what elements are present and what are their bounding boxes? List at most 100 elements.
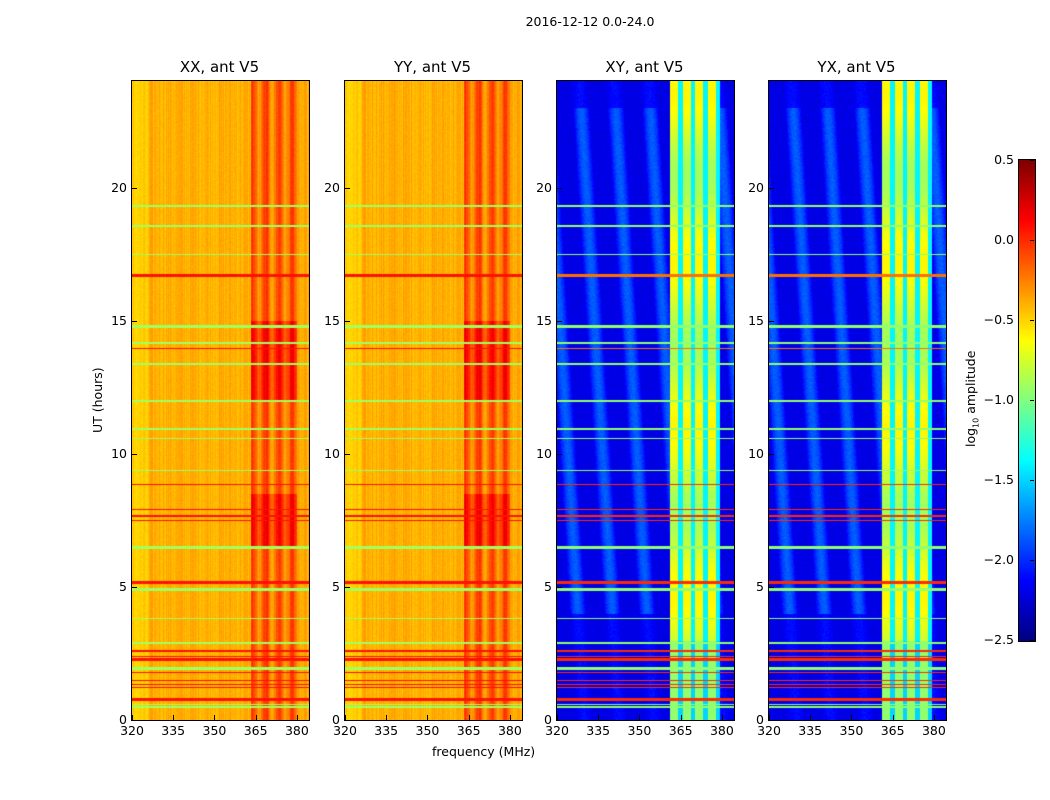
x-tick-mark (468, 715, 470, 720)
x-tick-label: 380 (284, 723, 309, 738)
x-tick-label: 380 (921, 723, 946, 738)
y-tick-label: 10 (536, 445, 552, 461)
x-tick-mark (509, 715, 511, 720)
y-tick-label: 0 (332, 712, 340, 727)
y-tick-label: 20 (324, 179, 340, 195)
colorbar-label-rest: amplitude (963, 350, 978, 418)
y-tick-label: 20 (748, 179, 764, 195)
x-tick-mark (810, 715, 812, 720)
colorbar-tick-mark (1030, 320, 1034, 321)
y-tick-mark (132, 720, 137, 721)
y-tick-label: 5 (119, 578, 127, 594)
colorbar-tick-mark (1030, 160, 1034, 161)
x-tick-label: 350 (839, 723, 864, 738)
colorbar-tick-label: 0.0 (994, 232, 1014, 247)
y-tick-label: 10 (748, 445, 764, 461)
x-tick-label: 380 (709, 723, 734, 738)
y-tick-label: 20 (111, 179, 127, 195)
y-tick-mark (345, 320, 350, 322)
colorbar-label-sub: 10 (971, 417, 981, 428)
x-tick-label: 335 (586, 723, 611, 738)
y-tick-mark (769, 320, 774, 322)
x-tick-label: 320 (545, 723, 569, 738)
heatmap-yy (345, 81, 522, 720)
y-tick-mark (557, 453, 562, 455)
x-tick-mark (296, 715, 298, 720)
x-axis-label: frequency (MHz) (432, 744, 536, 759)
x-tick-label: 320 (333, 723, 357, 738)
panel-xy (556, 80, 735, 721)
y-tick-label: 15 (111, 312, 127, 328)
x-tick-mark (851, 715, 853, 720)
panel-title: YX, ant V5 (817, 58, 896, 76)
panel-title: XX, ant V5 (179, 58, 260, 76)
colorbar-tick-mark (1030, 640, 1034, 641)
x-tick-label: 335 (161, 723, 186, 738)
y-tick-label: 0 (756, 712, 764, 727)
y-tick-label: 5 (756, 578, 764, 594)
colorbar-label-main: log (963, 427, 978, 447)
y-axis-label: UT (hours) (90, 367, 105, 433)
y-tick-mark (557, 320, 562, 322)
colorbar-tick-label: −2.5 (983, 632, 1014, 647)
panel-title: XY, ant V5 (605, 58, 684, 76)
colorbar-tick-label: −0.5 (983, 312, 1014, 327)
y-tick-label: 0 (544, 712, 552, 727)
x-tick-mark (769, 715, 770, 720)
x-tick-label: 320 (120, 723, 144, 738)
x-tick-mark (386, 715, 388, 720)
x-tick-label: 365 (456, 723, 481, 738)
heatmap-xx (132, 81, 309, 720)
y-tick-label: 10 (111, 445, 127, 461)
panel-xx (131, 80, 310, 721)
x-tick-label: 335 (374, 723, 399, 738)
y-tick-mark (769, 586, 774, 588)
y-tick-mark (557, 586, 562, 588)
colorbar-tick-label: 0.5 (994, 152, 1014, 167)
panel-yy (344, 80, 523, 721)
heatmap-xy (557, 81, 734, 720)
x-tick-mark (214, 715, 216, 720)
y-tick-mark (345, 720, 350, 721)
y-tick-label: 0 (119, 712, 127, 727)
x-tick-label: 350 (627, 723, 652, 738)
y-tick-mark (132, 320, 137, 322)
panel-title: YY, ant V5 (393, 58, 471, 76)
x-tick-mark (427, 715, 429, 720)
x-tick-label: 350 (415, 723, 440, 738)
x-tick-label: 320 (757, 723, 781, 738)
colorbar (1018, 159, 1036, 642)
colorbar-tick-mark (1030, 240, 1034, 241)
x-tick-mark (892, 715, 894, 720)
x-tick-mark (639, 715, 641, 720)
y-tick-label: 15 (748, 312, 764, 328)
colorbar-tick-label: −2.0 (983, 552, 1014, 567)
colorbar-tick-mark (1030, 480, 1034, 481)
colorbar-gradient (1019, 160, 1035, 641)
colorbar-tick-label: −1.5 (983, 472, 1014, 487)
y-tick-label: 10 (324, 445, 340, 461)
y-tick-label: 20 (536, 179, 552, 195)
x-tick-label: 365 (668, 723, 693, 738)
panel-yx (768, 80, 947, 721)
x-tick-mark (680, 715, 682, 720)
colorbar-tick-mark (1030, 400, 1034, 401)
x-tick-mark (255, 715, 257, 720)
x-tick-label: 380 (497, 723, 522, 738)
x-tick-mark (345, 715, 346, 720)
x-tick-label: 365 (243, 723, 268, 738)
y-tick-mark (345, 453, 350, 455)
y-tick-mark (132, 453, 137, 455)
y-tick-label: 5 (332, 578, 340, 594)
colorbar-tick-label: −1.0 (983, 392, 1014, 407)
y-tick-mark (345, 586, 350, 588)
x-tick-mark (173, 715, 175, 720)
heatmap-yx (769, 81, 946, 720)
figure-title: 2016-12-12 0.0-24.0 (525, 14, 655, 29)
y-tick-label: 5 (544, 578, 552, 594)
y-tick-mark (769, 453, 774, 455)
y-tick-mark (557, 187, 562, 189)
x-tick-label: 335 (798, 723, 823, 738)
x-tick-label: 350 (202, 723, 227, 738)
x-tick-mark (132, 715, 133, 720)
